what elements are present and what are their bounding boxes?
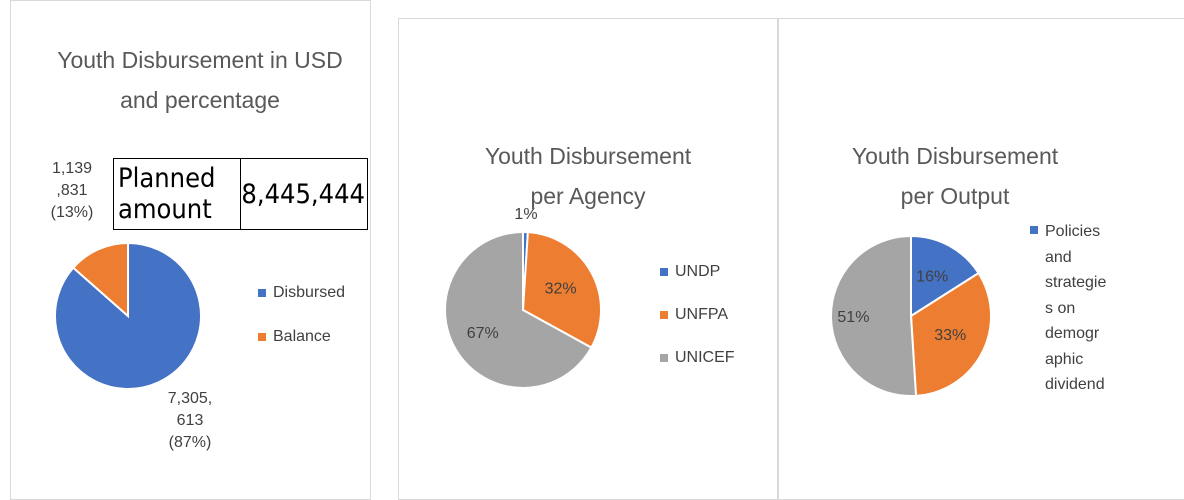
data-label: 33% — [934, 327, 966, 344]
chart-title: Youth Disbursement per Output — [851, 143, 1059, 209]
pie-slice — [521, 231, 602, 349]
legend-swatch — [258, 333, 266, 341]
chart-title: Youth Disbursement in USD and percentage — [57, 47, 343, 113]
table-value: 8,445,444 — [241, 178, 365, 210]
data-label: 16% — [916, 269, 948, 286]
pie-slice — [910, 234, 980, 318]
pie-slice — [909, 271, 992, 397]
legend-label: UNICEF — [675, 349, 735, 366]
panel — [10, 0, 371, 500]
pie-slice — [71, 241, 129, 319]
legend-swatch — [1030, 226, 1038, 234]
data-label: 51% — [837, 309, 869, 326]
legend-label: Balance — [273, 328, 331, 345]
legend-label: Disbursed — [273, 284, 345, 301]
pie-slice — [830, 234, 918, 397]
chart-title: Youth Disbursement per Agency — [484, 143, 692, 209]
pie-slice — [444, 230, 593, 389]
legend-label: Policies and strategies on demographic d… — [1045, 223, 1107, 393]
data-label: 67% — [467, 325, 499, 342]
legend-label: UNDP — [675, 263, 720, 280]
data-label: 1% — [514, 206, 537, 223]
planned-table: Planned amount 8,445,444 — [113, 158, 368, 230]
panel — [398, 18, 778, 500]
legend-swatch — [660, 354, 668, 362]
data-label: 32% — [545, 281, 577, 298]
panel — [778, 18, 1184, 500]
data-label: 7,305,613 (87%) — [167, 390, 213, 451]
legend-label: UNFPA — [675, 306, 728, 323]
legend-swatch — [660, 311, 668, 319]
data-label: 1,139,831 (13%) — [50, 160, 94, 221]
legend-swatch — [660, 268, 668, 276]
table-label: Planned amount — [114, 159, 242, 229]
legend-swatch — [258, 289, 266, 297]
